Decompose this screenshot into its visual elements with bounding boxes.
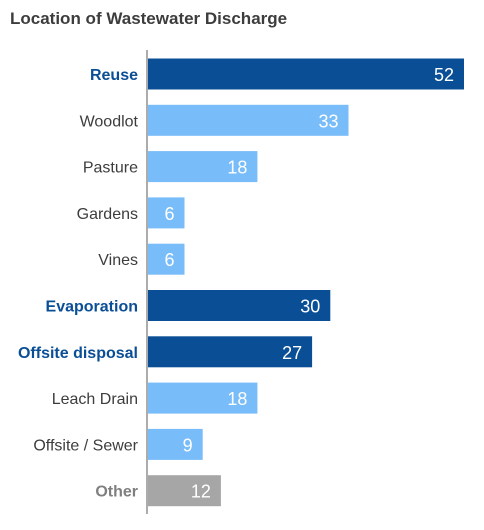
- bar-offsite-sewer: [148, 428, 203, 460]
- value-label-offsite-disposal: 27: [282, 343, 302, 363]
- category-label-reuse: Reuse: [90, 67, 138, 84]
- category-label-woodlot: Woodlot: [80, 113, 139, 130]
- value-label-leach-drain: 18: [227, 389, 247, 409]
- category-label-vines: Vines: [98, 252, 138, 269]
- value-label-vines: 6: [164, 250, 174, 270]
- category-label-gardens: Gardens: [77, 206, 138, 223]
- bar-pasture: [148, 151, 258, 183]
- category-label-offsite-disposal: Offsite disposal: [18, 345, 138, 362]
- category-label-offsite-sewer: Offsite / Sewer: [33, 437, 138, 454]
- category-label-other: Other: [95, 484, 138, 501]
- bar-woodlot: [148, 104, 349, 136]
- bar-gardens: [148, 197, 185, 229]
- value-label-reuse: 52: [434, 65, 454, 85]
- value-label-pasture: 18: [227, 158, 247, 178]
- value-label-woodlot: 33: [318, 111, 338, 131]
- bar-leach-drain: [148, 382, 258, 414]
- bar-other: [148, 475, 221, 507]
- value-label-evaporation: 30: [300, 297, 320, 317]
- value-label-offsite-sewer: 9: [183, 435, 193, 455]
- value-label-other: 12: [191, 482, 211, 502]
- category-label-leach-drain: Leach Drain: [52, 391, 138, 408]
- bar-offsite-disposal: [148, 336, 313, 368]
- bar-reuse: [148, 58, 464, 90]
- chart-title: Location of Wastewater Discharge: [10, 9, 288, 28]
- value-label-gardens: 6: [164, 204, 174, 224]
- bar-vines: [148, 243, 185, 275]
- category-label-evaporation: Evaporation: [46, 299, 138, 316]
- category-label-pasture: Pasture: [83, 160, 138, 177]
- bar-evaporation: [148, 290, 331, 321]
